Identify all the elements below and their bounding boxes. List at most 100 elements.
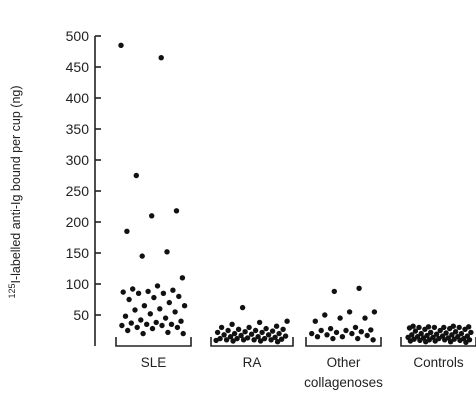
data-point bbox=[437, 327, 443, 334]
data-point bbox=[251, 337, 257, 343]
data-point bbox=[174, 324, 181, 331]
data-point bbox=[423, 339, 429, 345]
data-point bbox=[407, 338, 414, 344]
data-point bbox=[149, 325, 156, 332]
data-point bbox=[125, 327, 131, 334]
data-point bbox=[119, 322, 125, 329]
data-point bbox=[151, 294, 157, 301]
data-point bbox=[358, 329, 364, 335]
data-point bbox=[468, 329, 474, 336]
data-point bbox=[141, 303, 148, 309]
data-point bbox=[165, 329, 171, 336]
data-point bbox=[133, 172, 139, 179]
y-tick-label: 400 bbox=[66, 90, 90, 106]
data-point bbox=[261, 335, 268, 342]
data-point bbox=[252, 327, 259, 334]
y-tick-label: 150 bbox=[66, 245, 90, 261]
data-point bbox=[227, 334, 234, 340]
data-point bbox=[278, 336, 285, 342]
data-point bbox=[284, 318, 290, 324]
y-tick-label: 50 bbox=[73, 307, 89, 323]
data-point bbox=[406, 325, 413, 331]
data-point bbox=[368, 327, 374, 333]
data-point bbox=[447, 339, 454, 345]
data-point bbox=[364, 332, 370, 339]
data-point bbox=[272, 334, 278, 340]
data-point bbox=[314, 334, 321, 340]
data-point bbox=[238, 332, 244, 339]
data-point bbox=[223, 337, 230, 343]
data-point bbox=[221, 332, 227, 338]
data-point bbox=[333, 329, 340, 336]
data-point bbox=[412, 328, 419, 334]
data-point bbox=[362, 315, 368, 321]
data-point bbox=[240, 337, 247, 343]
data-point bbox=[337, 315, 343, 321]
data-point bbox=[256, 319, 263, 326]
data-point bbox=[160, 290, 167, 296]
data-point bbox=[458, 330, 465, 337]
bracket-0 bbox=[115, 337, 192, 347]
data-point bbox=[255, 334, 261, 340]
data-point bbox=[282, 333, 289, 339]
data-point bbox=[164, 249, 170, 255]
data-point bbox=[346, 309, 353, 315]
data-point bbox=[230, 338, 236, 344]
data-point bbox=[145, 288, 151, 295]
data-point bbox=[265, 332, 272, 338]
data-point bbox=[134, 324, 140, 331]
data-point bbox=[178, 318, 184, 324]
data-point bbox=[176, 293, 182, 300]
y-tick-label: 450 bbox=[66, 59, 90, 75]
y-tick-label: 300 bbox=[66, 152, 90, 168]
data-point bbox=[349, 330, 355, 337]
data-point bbox=[120, 289, 126, 295]
category-labels: SLE RA Other collagenoses Controls bbox=[141, 355, 464, 390]
y-tick-label: 200 bbox=[66, 214, 90, 230]
bracket-2 bbox=[305, 337, 382, 347]
data-point bbox=[343, 327, 349, 334]
data-point bbox=[158, 55, 164, 61]
data-point bbox=[157, 306, 163, 312]
y-axis-label-text: 125I-labelled anti-Ig bound per cup (ng) bbox=[7, 85, 23, 298]
data-point bbox=[170, 287, 176, 293]
data-point bbox=[417, 337, 423, 344]
data-point bbox=[276, 330, 282, 337]
data-point bbox=[147, 311, 153, 317]
data-point bbox=[263, 325, 269, 332]
data-point bbox=[331, 288, 337, 295]
data-point bbox=[280, 326, 286, 332]
data-point bbox=[244, 335, 251, 341]
data-point bbox=[139, 253, 145, 259]
data-point bbox=[132, 307, 138, 313]
data-point bbox=[168, 321, 175, 327]
y-axis-label: 125I-labelled anti-Ig bound per cup (ng) bbox=[7, 85, 23, 298]
data-point bbox=[432, 338, 438, 344]
data-point bbox=[442, 337, 448, 343]
data-point bbox=[218, 324, 225, 331]
category-label: RA bbox=[243, 355, 262, 370]
data-point bbox=[234, 335, 240, 342]
data-point bbox=[239, 304, 246, 311]
category-label: Other bbox=[327, 355, 361, 370]
data-point bbox=[443, 330, 449, 336]
data-point bbox=[371, 309, 378, 315]
data-points bbox=[118, 42, 474, 345]
data-point bbox=[214, 329, 221, 336]
data-point bbox=[312, 318, 318, 324]
data-point bbox=[213, 337, 219, 344]
data-point bbox=[138, 317, 144, 323]
data-point bbox=[452, 329, 459, 335]
data-point bbox=[154, 283, 161, 289]
data-point bbox=[431, 324, 438, 331]
y-axis-ticks: 50 100 150 200 250 300 350 400 450 500 bbox=[66, 28, 101, 323]
category-label: SLE bbox=[141, 355, 167, 370]
data-point bbox=[463, 339, 469, 345]
data-point bbox=[447, 325, 453, 332]
y-axis-label-superscript: 125 bbox=[7, 284, 17, 299]
data-point bbox=[274, 339, 281, 345]
data-point bbox=[269, 328, 276, 334]
data-point bbox=[153, 319, 159, 326]
data-point bbox=[159, 322, 165, 329]
